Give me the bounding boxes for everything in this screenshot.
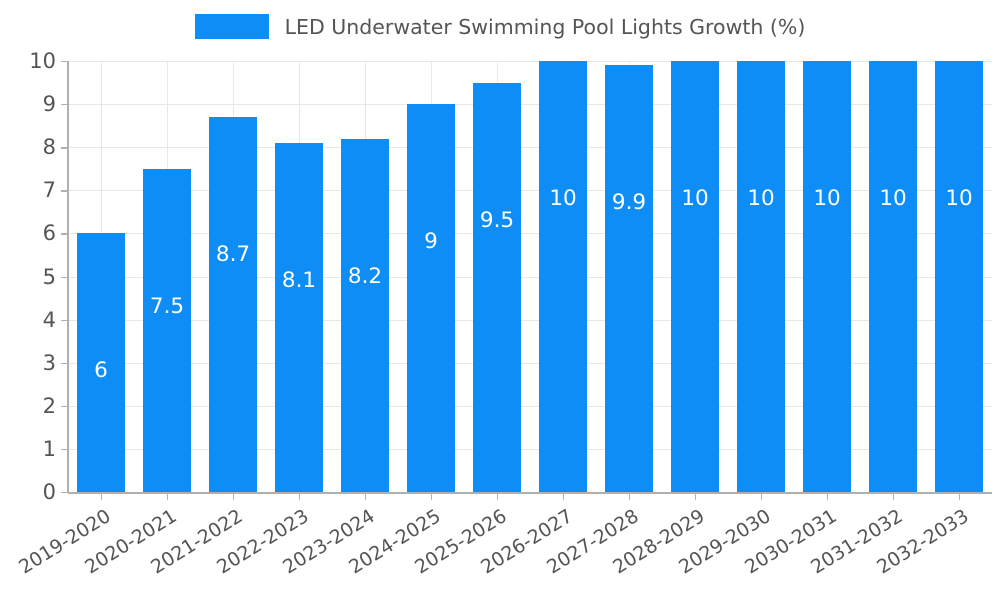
bar-value-label: 8.7 <box>215 242 251 268</box>
bar[interactable] <box>605 65 653 492</box>
x-tick-mark <box>365 493 367 500</box>
y-tick-mark <box>61 319 67 321</box>
y-tick-label: 1 <box>42 436 56 461</box>
y-tick-label: 8 <box>42 135 56 160</box>
x-tick-mark <box>563 493 565 500</box>
x-tick-mark <box>629 493 631 500</box>
x-tick-mark <box>101 493 103 500</box>
bar-value-label: 8.1 <box>281 267 317 293</box>
bar-value-label: 6 <box>94 358 108 384</box>
y-tick-mark <box>61 276 67 278</box>
bar-value-label: 10 <box>747 186 775 211</box>
x-tick-mark <box>431 493 433 500</box>
y-gridline <box>68 276 992 278</box>
x-axis-spine <box>68 492 992 494</box>
bar[interactable] <box>539 61 587 492</box>
bar[interactable] <box>803 61 851 492</box>
bar-value-label: 8.2 <box>347 263 383 289</box>
y-tick-mark <box>61 448 67 451</box>
bar-value-label: 10 <box>879 186 907 211</box>
y-tick-mark <box>61 61 67 63</box>
x-tick-mark <box>167 493 169 500</box>
y-tick-label: 4 <box>42 307 56 332</box>
bar-value-label: 9.9 <box>611 190 647 216</box>
y-tick-mark <box>61 233 67 235</box>
y-tick-mark <box>61 190 67 192</box>
bar[interactable] <box>407 104 455 492</box>
y-tick-label: 0 <box>42 480 56 504</box>
bar[interactable] <box>671 61 719 492</box>
y-tick-label: 7 <box>42 178 56 203</box>
bar-value-label: 10 <box>945 186 973 211</box>
bar[interactable] <box>209 117 257 492</box>
y-tick-label: 6 <box>42 221 56 246</box>
chart-legend: LED Underwater Swimming Pool Lights Grow… <box>0 14 1000 39</box>
x-tick-mark <box>893 493 895 500</box>
y-tick-mark <box>61 492 67 494</box>
bar[interactable] <box>473 82 521 492</box>
y-gridline <box>68 190 992 192</box>
x-tick-label: 2019-2020 <box>15 505 115 579</box>
y-gridline <box>68 61 992 62</box>
x-tick-mark <box>761 493 763 500</box>
y-gridline <box>68 405 992 407</box>
plot-area: 6 7.5 8.7 8.1 8.2 9 9.5 10 9.9 10 10 10 10 10 <box>68 61 992 493</box>
bar[interactable] <box>275 142 323 492</box>
bar-value-label: 9 <box>424 229 438 255</box>
y-tick-mark <box>61 104 67 106</box>
x-tick-mark <box>695 493 697 500</box>
y-tick-label: 5 <box>42 264 56 289</box>
legend-label: LED Underwater Swimming Pool Lights Grow… <box>284 14 806 39</box>
bar[interactable] <box>869 61 917 492</box>
y-tick-mark <box>61 147 67 149</box>
x-tick-mark <box>497 493 499 500</box>
y-tick-mark <box>61 362 67 365</box>
x-tick-mark <box>233 493 235 500</box>
y-axis-spine <box>67 61 69 493</box>
y-gridline <box>68 319 992 321</box>
y-gridline <box>68 362 992 364</box>
bar-value-label: 10 <box>549 186 577 211</box>
y-tick-label: 3 <box>42 350 56 375</box>
y-gridline <box>68 104 992 106</box>
bar-value-label: 9.5 <box>479 207 515 233</box>
x-tick-mark <box>959 493 961 500</box>
x-tick-mark <box>827 493 829 500</box>
y-gridline <box>68 233 992 235</box>
bar[interactable] <box>143 168 191 492</box>
bar[interactable] <box>737 61 785 492</box>
x-tick-mark <box>299 493 301 500</box>
bar[interactable] <box>341 138 389 492</box>
bar-value-label: 10 <box>813 186 841 211</box>
bar-value-label: 10 <box>681 186 709 211</box>
y-gridline <box>68 147 992 149</box>
y-tick-label: 10 <box>29 49 56 73</box>
y-tick-label: 2 <box>42 393 56 418</box>
bar[interactable] <box>935 61 983 492</box>
y-tick-mark <box>61 405 67 408</box>
bar[interactable] <box>77 233 125 492</box>
legend-color-swatch <box>194 14 269 39</box>
bar-value-label: 7.5 <box>149 293 185 319</box>
y-gridline <box>68 448 992 450</box>
y-tick-label: 9 <box>42 92 56 117</box>
